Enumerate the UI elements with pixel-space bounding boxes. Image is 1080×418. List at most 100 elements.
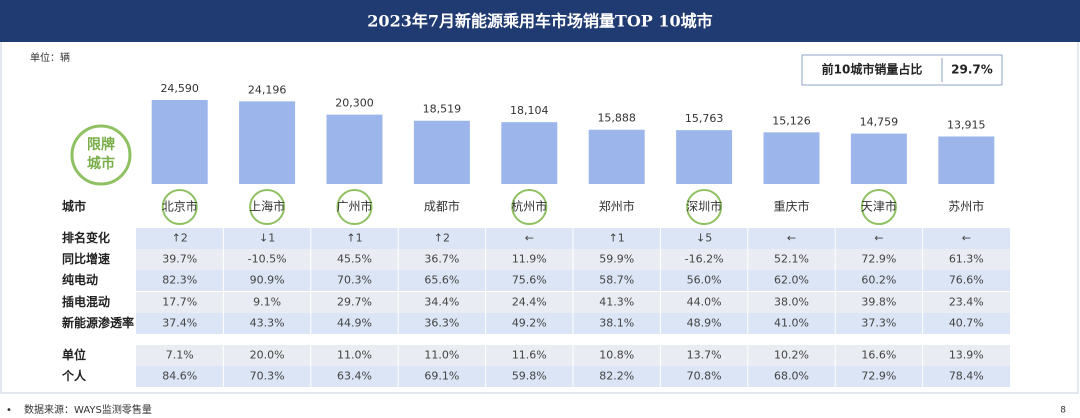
cell: 62.0% [774, 274, 809, 287]
page-number: 8 [1060, 406, 1066, 416]
cell: ← [525, 232, 534, 245]
share-value: 29.7% [951, 63, 993, 77]
restricted-marker [860, 189, 897, 225]
restricted-marker [686, 189, 723, 225]
cell: 17.7% [162, 296, 197, 309]
cell: 76.6% [949, 274, 984, 287]
bar [850, 133, 907, 184]
cell: -10.5% [248, 253, 287, 266]
category-header: 城市 [62, 199, 86, 214]
category-label: 深圳市 [686, 199, 722, 214]
cell: 41.0% [774, 317, 809, 330]
restricted-marker [336, 189, 373, 225]
category-label: 广州市 [336, 199, 372, 214]
bar [938, 136, 995, 184]
cell: 11.0% [424, 349, 459, 362]
value-label: 15,126 [772, 114, 811, 127]
cell: 69.1% [424, 370, 459, 383]
cell: 82.2% [599, 370, 634, 383]
cell: 84.6% [162, 370, 197, 383]
cell: 58.7% [599, 274, 634, 287]
cell: 16.6% [861, 349, 896, 362]
title-bar [0, 0, 1080, 42]
restricted-marker [511, 189, 548, 225]
cell: 41.3% [599, 296, 634, 309]
cell: 13.7% [687, 349, 722, 362]
bar [588, 129, 645, 184]
cell: 70.3% [250, 370, 285, 383]
cell: 63.4% [337, 370, 372, 383]
cell: 82.3% [162, 274, 197, 287]
row-label: 单位 [62, 347, 86, 362]
badge-line: 城市 [87, 155, 115, 172]
cell: -16.2% [685, 253, 724, 266]
cell: ↑2 [434, 232, 450, 245]
cell: 24.4% [512, 296, 547, 309]
cell: 43.3% [250, 317, 285, 330]
category-label: 成都市 [424, 199, 460, 214]
bar [501, 122, 558, 184]
cell: 9.1% [253, 296, 281, 309]
cell: 44.9% [337, 317, 372, 330]
cell: ← [962, 232, 971, 245]
value-label: 14,759 [860, 116, 899, 129]
value-label: 15,763 [685, 112, 724, 125]
share-box [801, 54, 1003, 86]
cell: 10.2% [774, 349, 809, 362]
cell: 70.8% [687, 370, 722, 383]
cell: 34.4% [424, 296, 459, 309]
cell: 29.7% [337, 296, 372, 309]
cell: 36.3% [424, 317, 459, 330]
cell: 68.0% [774, 370, 809, 383]
cell: 23.4% [949, 296, 984, 309]
cell: 49.2% [512, 317, 547, 330]
cell: 20.0% [250, 349, 285, 362]
bar [151, 100, 208, 184]
value-label: 24,196 [248, 83, 287, 96]
bar [239, 101, 296, 184]
cell: 60.2% [861, 274, 896, 287]
cell: ↓5 [696, 232, 712, 245]
cell: 37.3% [861, 317, 896, 330]
cell: 61.3% [949, 253, 984, 266]
value-label: 15,888 [597, 112, 636, 125]
cell: 7.1% [166, 349, 194, 362]
row-label: 排名变化 [62, 230, 110, 245]
row-label: 插电混动 [62, 294, 110, 309]
unit-label: 单位：辆 [30, 51, 70, 64]
cell: ↑1 [346, 232, 362, 245]
cell: 75.6% [512, 274, 547, 287]
cell: 10.8% [599, 349, 634, 362]
cell: 48.9% [687, 317, 722, 330]
bar [676, 130, 733, 184]
row-label: 同比增速 [62, 251, 110, 266]
cell: 78.4% [949, 370, 984, 383]
source: 数据来源：WAYS监测零售量 [24, 403, 152, 416]
cell: 11.0% [337, 349, 372, 362]
category-label: 北京市 [162, 199, 198, 214]
cell: 52.1% [774, 253, 809, 266]
restricted-marker [249, 189, 286, 225]
badge-line: 限牌 [87, 136, 115, 153]
cell: 37.4% [162, 317, 197, 330]
row-label: 纯电动 [62, 272, 98, 287]
value-label: 18,104 [510, 104, 549, 117]
cell: 56.0% [687, 274, 722, 287]
title: 2023年7月新能源乘用车市场销量TOP 10城市 [367, 12, 712, 31]
cell: 44.0% [687, 296, 722, 309]
cell: 39.7% [162, 253, 197, 266]
cell: 59.8% [512, 370, 547, 383]
cell: 72.9% [861, 253, 896, 266]
bar [413, 120, 470, 184]
cell: 36.7% [424, 253, 459, 266]
cell: ← [874, 232, 883, 245]
cell: 45.5% [337, 253, 372, 266]
restricted-marker [161, 189, 198, 225]
cell: 65.6% [424, 274, 459, 287]
row-label: 个人 [61, 368, 87, 383]
cell: 72.9% [861, 370, 896, 383]
category-label: 天津市 [861, 199, 897, 214]
value-label: 13,915 [947, 118, 986, 131]
bar [326, 114, 383, 184]
